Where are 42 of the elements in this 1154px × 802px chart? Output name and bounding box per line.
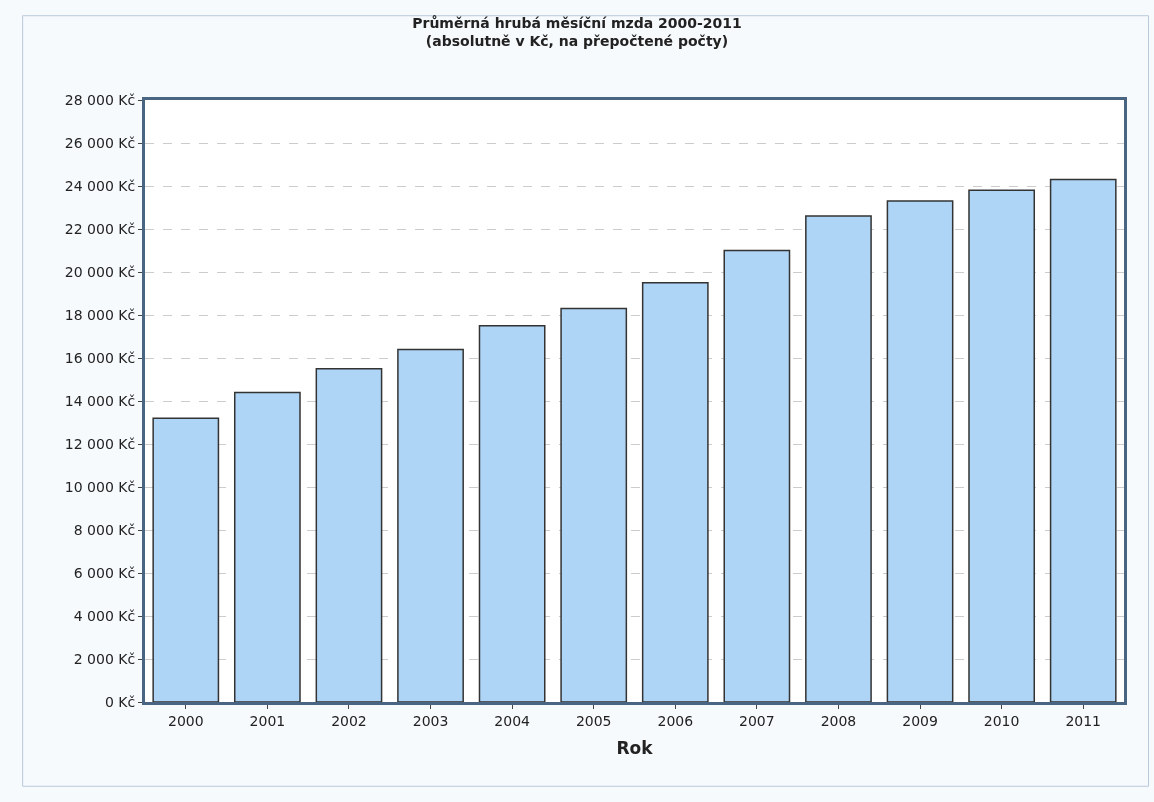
bar xyxy=(315,368,383,702)
x-tick-label: 2010 xyxy=(983,712,1020,729)
bar xyxy=(152,417,220,702)
y-tick-label: 6 000 Kč xyxy=(73,564,136,581)
x-tick-label: 2008 xyxy=(820,712,857,729)
y-tick-label: 26 000 Kč xyxy=(64,134,136,151)
y-tick-label: 10 000 Kč xyxy=(64,478,136,495)
y-tick-label: 18 000 Kč xyxy=(64,306,136,323)
y-tick-label: 16 000 Kč xyxy=(64,349,136,366)
y-tick-label: 28 000 Kč xyxy=(64,91,136,108)
y-tick-label: 20 000 Kč xyxy=(64,263,136,280)
y-tick-label: 2 000 Kč xyxy=(73,650,136,667)
bar xyxy=(886,200,954,702)
y-tick-label: 4 000 Kč xyxy=(73,607,136,624)
bar xyxy=(1049,178,1117,702)
x-tick-label: 2000 xyxy=(167,712,204,729)
bar xyxy=(478,325,546,702)
bar xyxy=(233,391,301,702)
x-tick-label: 2001 xyxy=(249,712,286,729)
x-tick-label: 2002 xyxy=(331,712,367,729)
x-axis-title: Rok xyxy=(616,738,654,759)
y-tick-label: 24 000 Kč xyxy=(64,177,136,194)
x-tick-label: 2011 xyxy=(1065,712,1102,729)
x-tick-label: 2006 xyxy=(657,712,694,729)
y-tick-label: 8 000 Kč xyxy=(73,521,136,538)
bar xyxy=(723,249,791,702)
y-tick-label: 0 Kč xyxy=(104,693,136,710)
bar xyxy=(641,282,709,702)
bar xyxy=(805,215,872,702)
x-tick-label: 2009 xyxy=(902,712,938,729)
x-tick-label: 2007 xyxy=(739,712,775,729)
bar xyxy=(560,307,628,702)
y-tick-label: 12 000 Kč xyxy=(64,435,136,452)
chart-subtitle: (absolutně v Kč, na přepočtené počty) xyxy=(425,33,729,50)
x-tick-label: 2003 xyxy=(412,712,449,729)
y-tick-label: 14 000 Kč xyxy=(64,392,136,409)
y-tick-label: 22 000 Kč xyxy=(64,220,136,237)
chart-title: Průměrná hrubá měsíční mzda 2000-2011 xyxy=(412,15,742,32)
x-tick-label: 2005 xyxy=(575,712,612,729)
x-tick-label: 2004 xyxy=(494,712,531,729)
bar xyxy=(397,348,464,702)
bar xyxy=(968,189,1036,702)
